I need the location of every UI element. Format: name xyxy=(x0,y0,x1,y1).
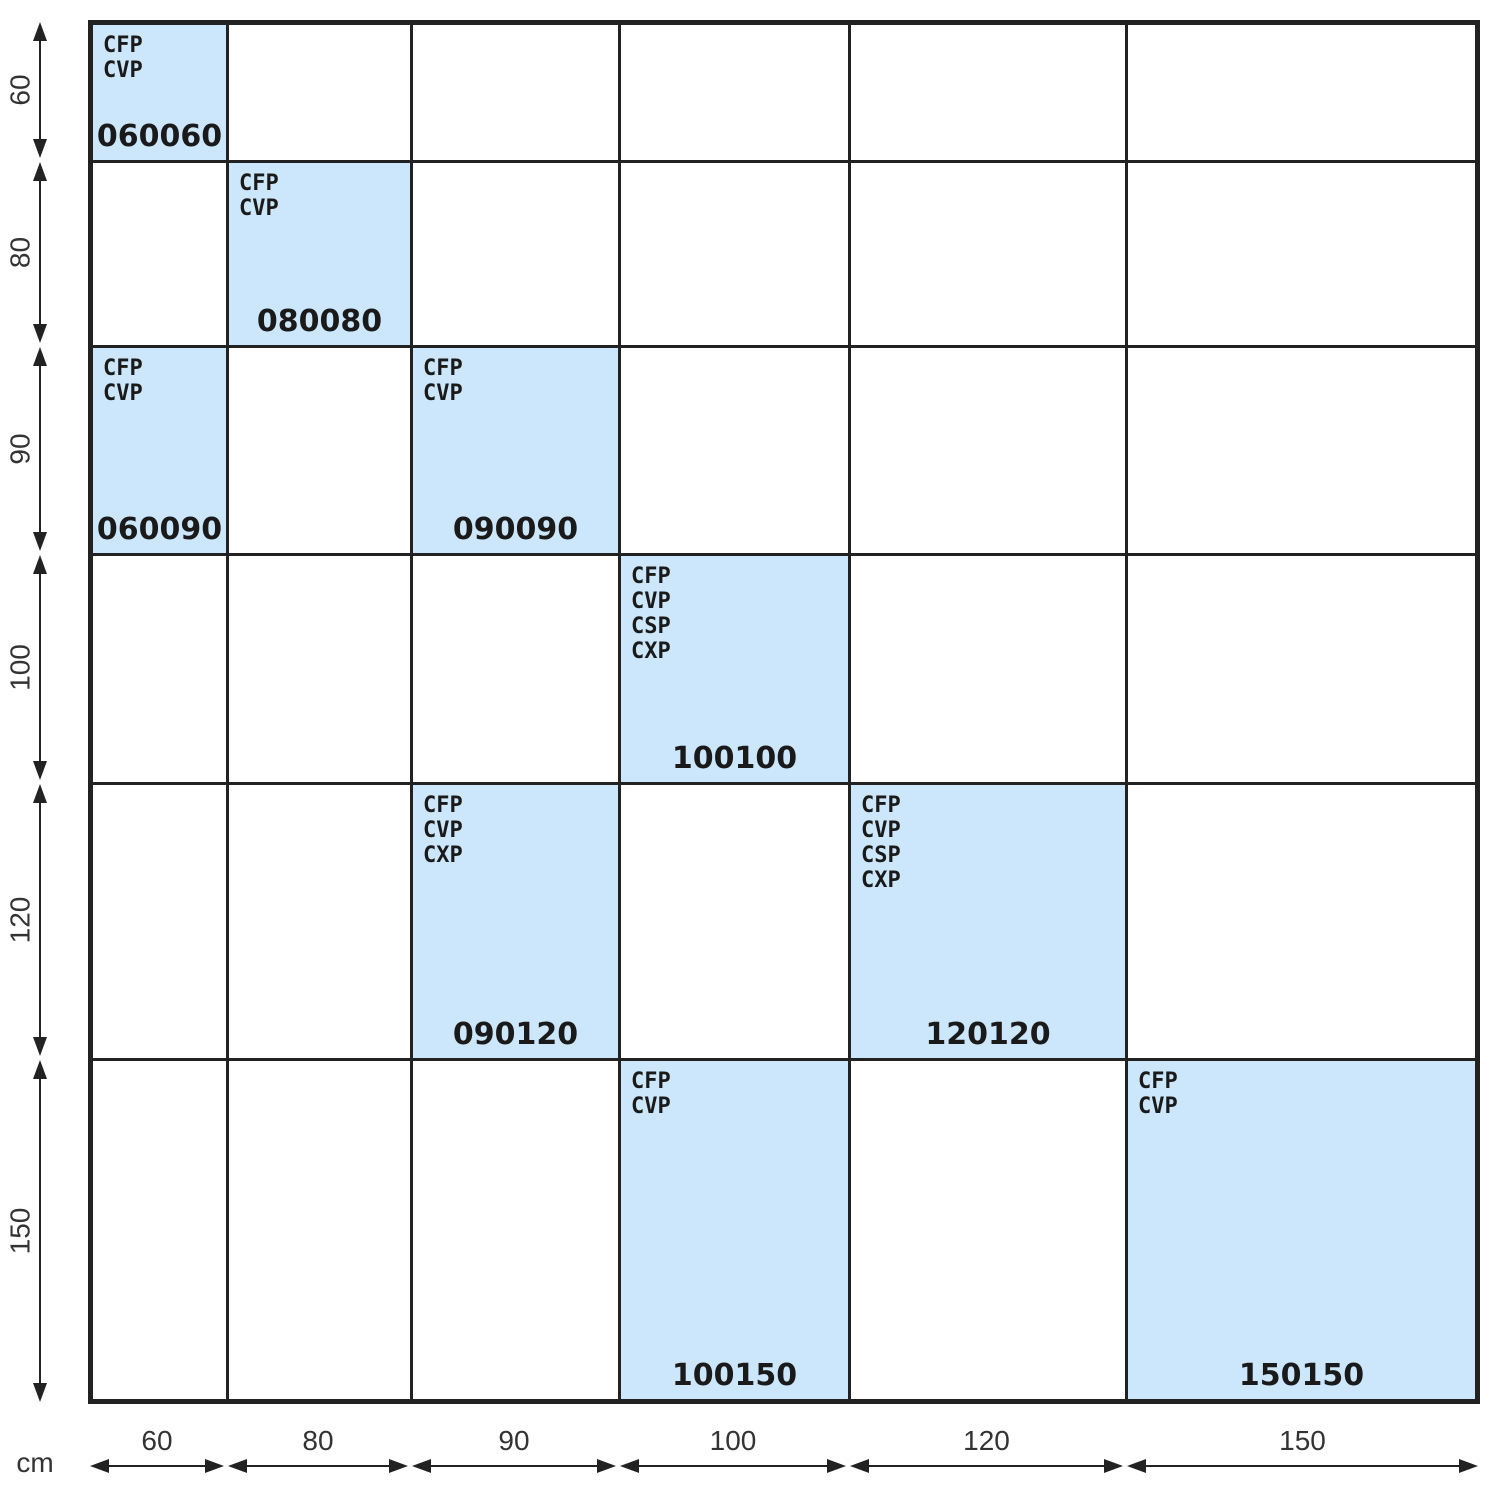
reference-number: 080080 xyxy=(256,304,383,339)
arrow-up-icon xyxy=(33,555,47,574)
arrow-left-icon xyxy=(1127,1459,1146,1473)
product-codes: CFP CVP xyxy=(103,356,143,406)
product-code: CFP xyxy=(1138,1069,1178,1094)
product-code: CFP xyxy=(423,356,463,381)
product-code: CVP xyxy=(239,196,279,221)
row-dimension-label: 90 xyxy=(4,433,35,464)
product-code: CSP xyxy=(861,843,901,868)
grid-vertical-line xyxy=(618,25,621,1399)
product-codes: CFP CVP xyxy=(103,33,143,83)
arrow-down-icon xyxy=(33,761,47,780)
size-cell-150150: CFP CVP 150150 xyxy=(1128,1061,1475,1399)
column-dimension-label: 90 xyxy=(498,1425,529,1456)
arrow-left-icon xyxy=(620,1459,639,1473)
grid-horizontal-line xyxy=(93,160,1475,163)
unit-label: cm xyxy=(16,1447,53,1478)
reference-number: 150150 xyxy=(1238,1358,1365,1393)
arrow-left-icon xyxy=(228,1459,247,1473)
grid-vertical-line xyxy=(848,25,851,1399)
product-code: CFP xyxy=(631,564,671,589)
product-code: CXP xyxy=(631,639,671,664)
product-code: CXP xyxy=(861,868,901,893)
product-codes: CFP CVP CSP CXP xyxy=(631,564,671,664)
product-codes: CFP CVP xyxy=(631,1069,671,1119)
reference-number: 100150 xyxy=(671,1358,798,1393)
product-code: CVP xyxy=(103,381,143,406)
arrow-left-icon xyxy=(850,1459,869,1473)
product-code: CSP xyxy=(631,614,671,639)
size-cell-120120: CFP CVP CSP CXP 120120 xyxy=(851,785,1125,1058)
product-codes: CFP CVP CXP xyxy=(423,793,463,868)
arrow-up-icon xyxy=(33,784,47,803)
product-code: CFP xyxy=(423,793,463,818)
product-code: CVP xyxy=(423,818,463,843)
column-dimension-label: 80 xyxy=(302,1425,333,1456)
size-cell-090120: CFP CVP CXP 090120 xyxy=(413,785,618,1058)
product-code: CFP xyxy=(103,356,143,381)
size-cell-060090: CFP CVP 060090 xyxy=(93,348,226,553)
grid-horizontal-line xyxy=(93,345,1475,348)
arrow-down-icon xyxy=(33,1383,47,1402)
arrow-right-icon xyxy=(1104,1459,1123,1473)
size-cell-100100: CFP CVP CSP CXP 100100 xyxy=(621,556,848,782)
reference-number: 060090 xyxy=(96,512,223,547)
arrow-up-icon xyxy=(33,22,47,41)
size-grid: CFP CVP 060060 CFP CVP 080080 CFP CVP 060090 CFP C… xyxy=(88,20,1480,1404)
arrow-up-icon xyxy=(33,162,47,181)
arrow-up-icon xyxy=(33,347,47,366)
arrow-down-icon xyxy=(33,532,47,551)
column-dimension-label: 100 xyxy=(710,1425,757,1456)
product-code: CVP xyxy=(861,818,901,843)
product-codes: CFP CVP CSP CXP xyxy=(861,793,901,893)
arrow-right-icon xyxy=(1459,1459,1478,1473)
arrow-right-icon xyxy=(827,1459,846,1473)
arrow-up-icon xyxy=(33,1060,47,1079)
size-cell-080080: CFP CVP 080080 xyxy=(229,163,410,345)
grid-horizontal-line xyxy=(93,782,1475,785)
grid-vertical-line xyxy=(410,25,413,1399)
reference-number: 090120 xyxy=(452,1017,579,1052)
size-cell-090090: CFP CVP 090090 xyxy=(413,348,618,553)
reference-number: 090090 xyxy=(452,512,579,547)
product-code: CFP xyxy=(861,793,901,818)
product-code: CVP xyxy=(423,381,463,406)
product-code: CVP xyxy=(1138,1094,1178,1119)
product-code: CVP xyxy=(631,1094,671,1119)
column-dimension-label: 60 xyxy=(141,1425,172,1456)
product-codes: CFP CVP xyxy=(423,356,463,406)
arrow-down-icon xyxy=(33,324,47,343)
reference-number: 060060 xyxy=(96,119,223,154)
row-dimension-label: 150 xyxy=(4,1208,35,1255)
arrow-right-icon xyxy=(597,1459,616,1473)
row-dimension-label: 60 xyxy=(4,74,35,105)
arrow-right-icon xyxy=(389,1459,408,1473)
arrow-left-icon xyxy=(412,1459,431,1473)
arrow-down-icon xyxy=(33,139,47,158)
column-dimension-label: 120 xyxy=(963,1425,1010,1456)
product-code: CXP xyxy=(423,843,463,868)
row-dimension-label: 120 xyxy=(4,897,35,944)
product-code: CFP xyxy=(239,171,279,196)
reference-number: 100100 xyxy=(671,741,798,776)
product-code: CVP xyxy=(103,58,143,83)
size-cell-060060: CFP CVP 060060 xyxy=(93,25,226,160)
grid-vertical-line xyxy=(1125,25,1128,1399)
product-code: CFP xyxy=(631,1069,671,1094)
grid-horizontal-line xyxy=(93,553,1475,556)
product-codes: CFP CVP xyxy=(1138,1069,1178,1119)
product-code: CVP xyxy=(631,589,671,614)
reference-number: 120120 xyxy=(925,1017,1051,1052)
arrow-right-icon xyxy=(205,1459,224,1473)
column-dimension-label: 150 xyxy=(1279,1425,1326,1456)
arrow-down-icon xyxy=(33,1037,47,1056)
arrow-left-icon xyxy=(90,1459,109,1473)
grid-vertical-line xyxy=(226,25,229,1399)
row-dimension-label: 80 xyxy=(4,237,35,268)
product-code: CFP xyxy=(103,33,143,58)
grid-horizontal-line xyxy=(93,1058,1475,1061)
size-cell-100150: CFP CVP 100150 xyxy=(621,1061,848,1399)
row-dimension-label: 100 xyxy=(4,644,35,691)
product-codes: CFP CVP xyxy=(239,171,279,221)
